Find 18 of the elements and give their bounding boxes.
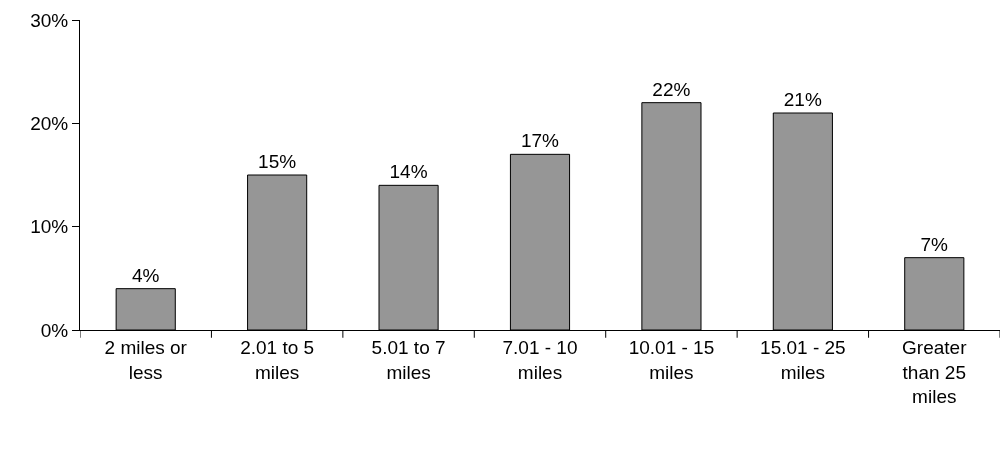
- data-label: 4%: [131, 264, 160, 286]
- y-tick-label: 10%: [30, 216, 69, 238]
- x-tick-label: 15.01 - 25 miles: [760, 336, 846, 383]
- x-tick-label: 5.01 to 7 miles: [371, 336, 446, 383]
- x-tick-label: 7.01 - 10 miles: [502, 336, 578, 383]
- data-label: 17%: [520, 130, 560, 152]
- y-tick-label: 20%: [30, 112, 69, 134]
- x-tick-label: 2 miles or less: [104, 336, 188, 383]
- y-tick-label: 0%: [40, 319, 69, 341]
- y-tick-label: 30%: [30, 9, 69, 31]
- data-label: 14%: [389, 161, 428, 183]
- x-tick-label: 10.01 - 15 miles: [628, 336, 715, 383]
- data-label: 15%: [258, 151, 297, 172]
- data-label: 22%: [652, 78, 691, 100]
- data-label: 7%: [920, 233, 949, 255]
- x-tick-label: Greater than 25 miles: [902, 336, 968, 408]
- data-label: 21%: [783, 89, 822, 110]
- x-tick-label: 2.01 to 5 miles: [240, 336, 315, 383]
